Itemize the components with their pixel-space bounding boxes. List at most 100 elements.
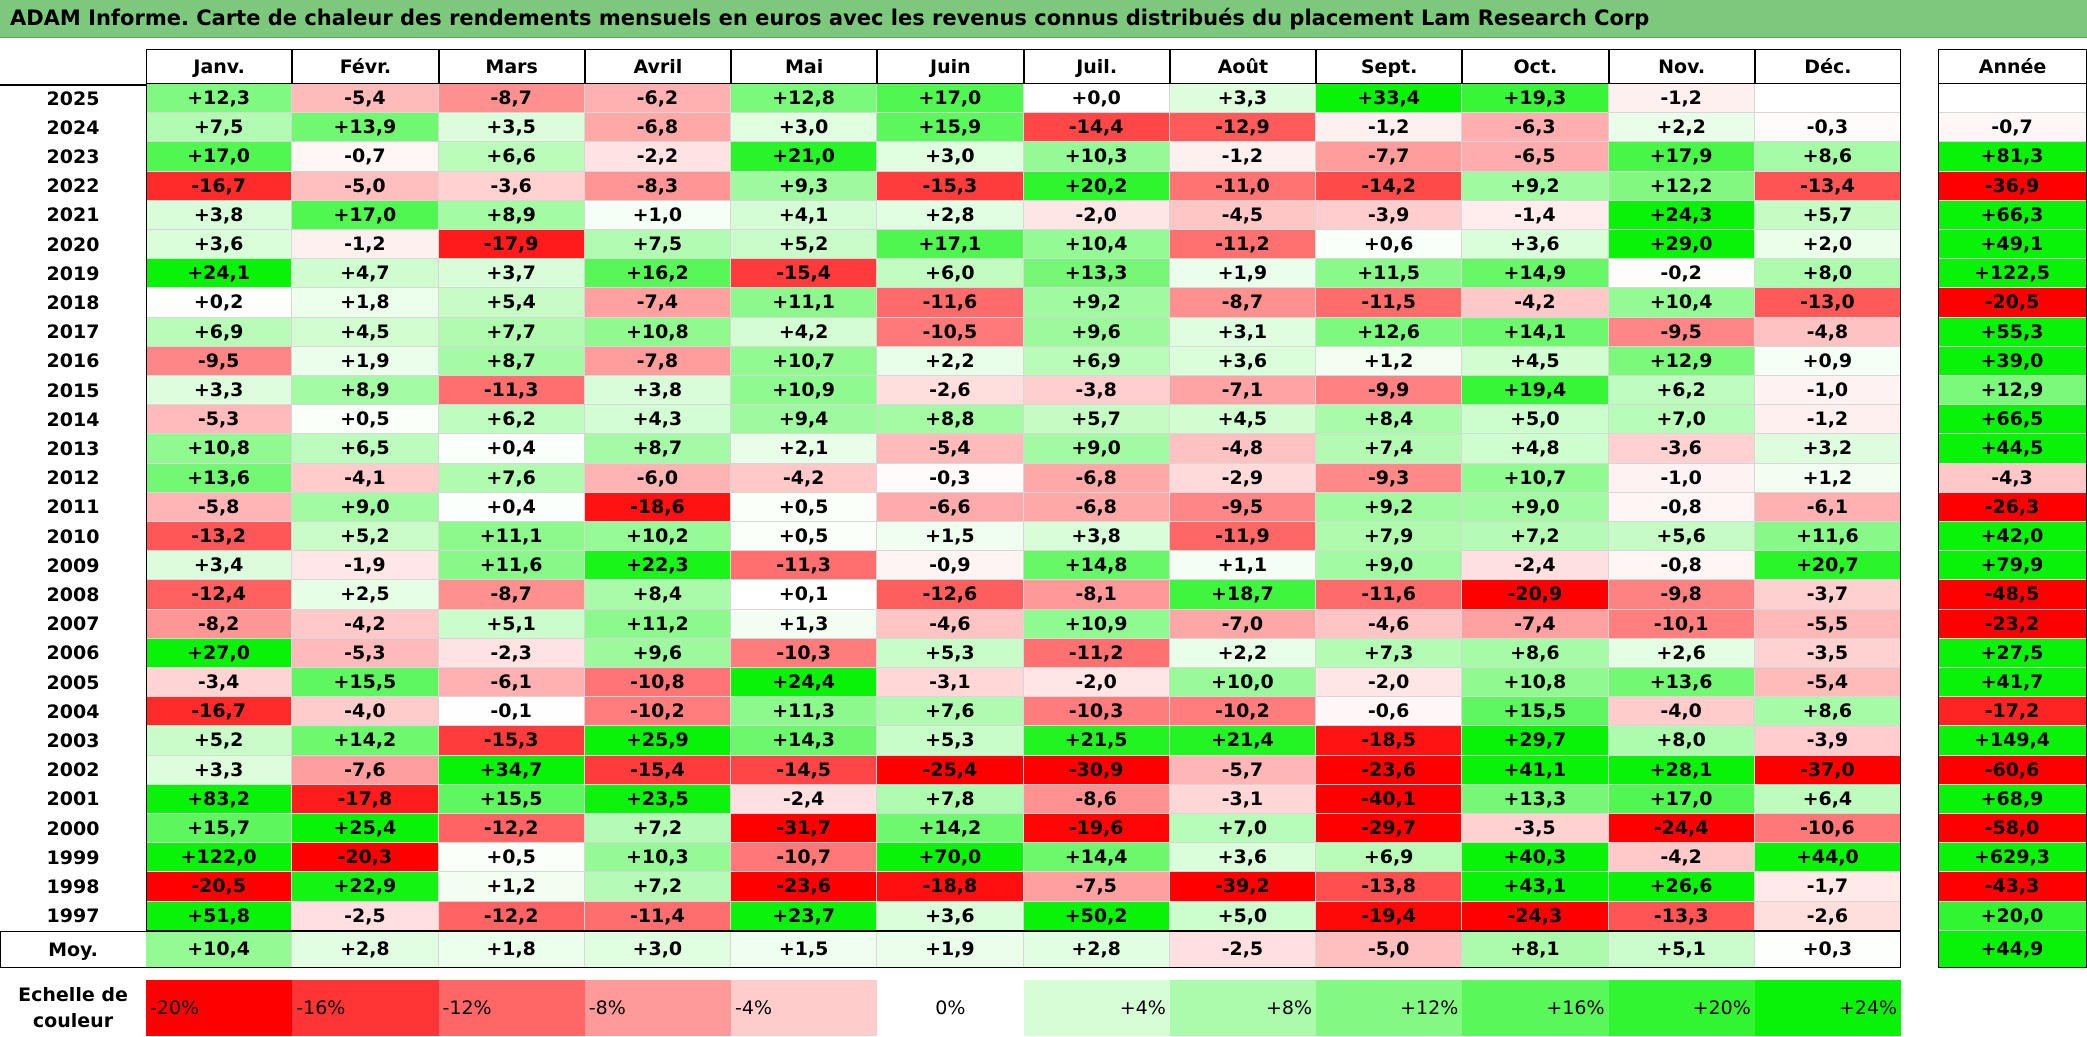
heatmap-cell [1754, 84, 1901, 114]
heatmap-cell: -6,5 [1462, 142, 1609, 172]
annual-cell: +68,9 [1938, 784, 2087, 814]
heatmap-cell: +3,0 [731, 113, 878, 143]
heatmap-cell: -1,2 [292, 230, 439, 260]
year-label: 1998 [46, 875, 100, 898]
year-label: 2019 [46, 262, 100, 285]
heatmap-cell: -4,8 [1754, 317, 1901, 347]
average-cell: +1,9 [877, 931, 1024, 968]
heatmap-cell: -9,8 [1608, 580, 1755, 610]
heatmap-cell: +11,6 [438, 551, 585, 581]
annual-cell: +66,3 [1938, 200, 2087, 230]
heatmap-cell: -6,1 [1754, 492, 1901, 522]
heatmap-cell: +18,7 [1169, 580, 1316, 610]
month-header: Nov. [1608, 49, 1755, 84]
heatmap-cell: +2,2 [877, 346, 1024, 376]
heatmap-cell: +13,6 [146, 463, 293, 493]
heatmap-cell: -8,6 [1023, 784, 1170, 814]
heatmap-cell: -4,2 [731, 463, 878, 493]
heatmap-cell: +7,7 [438, 317, 585, 347]
heatmap-cell: +29,7 [1462, 726, 1609, 756]
year-label: 2004 [46, 700, 100, 723]
year-label: 2006 [46, 642, 100, 665]
heatmap-cell: -11,9 [1169, 522, 1316, 552]
year-label: 2015 [46, 379, 100, 402]
heatmap-cell: -4,1 [292, 463, 439, 493]
heatmap-cell: +44,0 [1754, 843, 1901, 873]
heatmap-cell: +0,5 [292, 405, 439, 435]
heatmap-cell: -6,8 [1023, 492, 1170, 522]
heatmap-cell: -0,3 [877, 463, 1024, 493]
heatmap-cell: +5,2 [731, 230, 878, 260]
month-header: Déc. [1754, 49, 1901, 84]
heatmap-cell: -2,9 [1169, 463, 1316, 493]
heatmap-cell: +2,2 [1169, 638, 1316, 668]
heatmap-cell: -13,2 [146, 522, 293, 552]
heatmap-cell: +29,0 [1608, 230, 1755, 260]
heatmap-cell: +25,4 [292, 814, 439, 844]
heatmap-cell: +8,9 [292, 376, 439, 406]
heatmap-cell: -4,6 [877, 609, 1024, 639]
heatmap-cell: -8,7 [438, 580, 585, 610]
year-label: 2000 [46, 817, 100, 840]
heatmap-cell: -15,3 [877, 171, 1024, 201]
heatmap-cell: +3,1 [1169, 317, 1316, 347]
heatmap-cell: -4,2 [1462, 288, 1609, 318]
year-label: 2010 [46, 525, 100, 548]
heatmap-cell: -6,3 [1462, 113, 1609, 143]
heatmap-cell: +5,3 [877, 638, 1024, 668]
annual-cell: -60,6 [1938, 755, 2087, 785]
year-label: 2018 [46, 291, 100, 314]
heatmap-cell: +33,4 [1316, 84, 1463, 114]
heatmap-cell: +10,0 [1169, 668, 1316, 698]
heatmap-cell: -2,4 [1462, 551, 1609, 581]
heatmap-cell: +8,6 [1462, 638, 1609, 668]
heatmap-cell: -3,5 [1754, 638, 1901, 668]
heatmap-cell: +3,8 [584, 376, 731, 406]
heatmap-cell: +9,2 [1316, 492, 1463, 522]
heatmap-cell: +10,3 [584, 843, 731, 873]
heatmap-cell: -5,7 [1169, 755, 1316, 785]
heatmap-cell: -4,8 [1169, 434, 1316, 464]
annual-cell: +79,9 [1938, 551, 2087, 581]
month-header: Janv. [146, 49, 293, 84]
heatmap-cell: +8,6 [1754, 697, 1901, 727]
heatmap-cell: +8,8 [877, 405, 1024, 435]
average-cell: +1,5 [731, 931, 878, 968]
chart-title: ADAM Informe. Carte de chaleur des rende… [10, 6, 1650, 30]
year-label: 2021 [46, 204, 100, 227]
heatmap-cell: -6,8 [1023, 463, 1170, 493]
heatmap-cell: +70,0 [877, 843, 1024, 873]
heatmap-cell: -16,7 [146, 171, 293, 201]
heatmap-cell: +21,0 [731, 142, 878, 172]
heatmap-cell: +1,2 [1316, 346, 1463, 376]
heatmap-cell: +14,2 [292, 726, 439, 756]
heatmap-cell: -5,4 [877, 434, 1024, 464]
month-header: Avril [584, 49, 731, 84]
heatmap-cell: -19,4 [1316, 901, 1463, 931]
heatmap-cell: -15,4 [731, 259, 878, 289]
heatmap-cell: -10,8 [584, 668, 731, 698]
heatmap-cell: +8,7 [438, 346, 585, 376]
month-header: Sept. [1316, 49, 1463, 84]
color-scale-label-line1: Echelle de [18, 984, 128, 1006]
heatmap-cell: -37,0 [1754, 755, 1901, 785]
heatmap-cell: +1,2 [1754, 463, 1901, 493]
heatmap-cell: -20,9 [1462, 580, 1609, 610]
heatmap-cell: +14,3 [731, 726, 878, 756]
heatmap-cell: -24,3 [1462, 901, 1609, 931]
heatmap-cell: -0,7 [292, 142, 439, 172]
heatmap-cell: +6,5 [292, 434, 439, 464]
heatmap-cell: +15,7 [146, 814, 293, 844]
heatmap-cell: -2,2 [584, 142, 731, 172]
heatmap-cell: +14,8 [1023, 551, 1170, 581]
heatmap-cell: -3,7 [1754, 580, 1901, 610]
heatmap-cell: -12,2 [438, 814, 585, 844]
heatmap-cell: +7,5 [584, 230, 731, 260]
heatmap-cell: -3,6 [1608, 434, 1755, 464]
heatmap-cell: +7,0 [1608, 405, 1755, 435]
annual-cell: +66,5 [1938, 405, 2087, 435]
annual-cell: +42,0 [1938, 522, 2087, 552]
annual-cell: +81,3 [1938, 142, 2087, 172]
heatmap-cell: +19,3 [1462, 84, 1609, 114]
heatmap-cell: +11,3 [731, 697, 878, 727]
